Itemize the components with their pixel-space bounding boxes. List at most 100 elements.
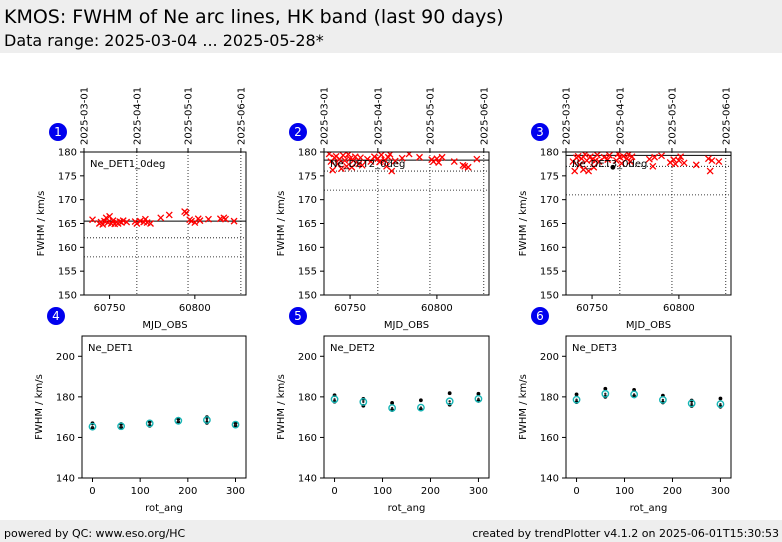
data-point bbox=[334, 160, 342, 168]
data-point bbox=[99, 220, 107, 228]
data-point-outlier bbox=[390, 401, 395, 405]
plot-frame bbox=[565, 335, 732, 479]
y-tick-label: 160 bbox=[298, 433, 317, 444]
data-point bbox=[416, 153, 423, 161]
data-point bbox=[341, 157, 349, 165]
x-tick-label: 100 bbox=[373, 486, 392, 497]
series-label: Ne_DET2 bbox=[330, 343, 375, 354]
y-tick-label: 180 bbox=[298, 392, 317, 403]
y-tick-label: 155 bbox=[540, 267, 559, 278]
data-point bbox=[89, 216, 96, 224]
x-tick-label: 60800 bbox=[421, 303, 453, 314]
panel-number-circle bbox=[531, 307, 549, 325]
data-point bbox=[433, 155, 441, 163]
x-tick-label: 60750 bbox=[94, 303, 126, 314]
y-axis-label: FWHM / km/s bbox=[518, 374, 529, 440]
data-points bbox=[88, 415, 240, 431]
y-tick-label: 180 bbox=[56, 392, 75, 403]
data-point bbox=[706, 167, 714, 175]
panel-number-badge[interactable]: 3 bbox=[531, 123, 549, 141]
data-point bbox=[133, 220, 141, 227]
page-header: KMOS: FWHM of Ne arc lines, HK band (las… bbox=[0, 0, 782, 53]
x-tick-label: 60750 bbox=[576, 303, 608, 314]
data-point bbox=[715, 158, 723, 165]
y-tick-label: 200 bbox=[298, 352, 317, 363]
data-point bbox=[205, 215, 212, 223]
data-point-center bbox=[448, 400, 451, 403]
page-subtitle: Data range: 2025-03-04 ... 2025-05-28* bbox=[4, 31, 324, 50]
panel-number-circle bbox=[49, 123, 67, 141]
plot-frame bbox=[323, 335, 490, 479]
data-point bbox=[370, 153, 378, 161]
chart-panel-2: 150 155 160 165 170 175 180 60750 60800 2025-03-0… bbox=[276, 87, 490, 331]
data-point-center bbox=[477, 397, 480, 401]
panel-number-label: 4 bbox=[52, 309, 60, 323]
top-date-label: 2025-03-01 bbox=[320, 87, 331, 145]
data-point bbox=[376, 158, 384, 166]
y-tick-label: 180 bbox=[540, 148, 559, 159]
x-tick-label: 300 bbox=[711, 486, 730, 497]
data-point-center bbox=[575, 398, 578, 401]
data-point bbox=[658, 395, 667, 404]
footer-powered-by[interactable]: powered by QC: www.eso.org/HC bbox=[4, 527, 186, 540]
y-tick-label: 180 bbox=[540, 392, 559, 403]
reference-lines bbox=[324, 152, 489, 295]
y-tick-label: 175 bbox=[298, 171, 317, 182]
x-tick-label: 0 bbox=[89, 486, 95, 497]
x-tick-label: 100 bbox=[131, 486, 150, 497]
data-point bbox=[203, 416, 211, 424]
data-point-center bbox=[148, 422, 151, 425]
data-point bbox=[343, 162, 351, 170]
top-date-label: 2025-05-01 bbox=[667, 87, 678, 145]
y-tick-label: 155 bbox=[298, 267, 317, 278]
x-axis-label: MJD_OBS bbox=[384, 320, 429, 331]
footer-created-by: created by trendPlotter v4.1.2 on 2025-0… bbox=[472, 527, 779, 540]
y-tick-label: 200 bbox=[540, 352, 559, 363]
data-points bbox=[325, 152, 481, 175]
y-tick-label: 155 bbox=[58, 267, 77, 278]
data-point bbox=[438, 153, 446, 161]
panel-number-badge[interactable]: 6 bbox=[531, 307, 549, 325]
data-point bbox=[157, 214, 165, 222]
panel-number-label: 2 bbox=[294, 125, 302, 139]
data-point bbox=[435, 159, 443, 166]
x-axis-label: MJD_OBS bbox=[626, 320, 671, 331]
data-point-center bbox=[661, 398, 665, 402]
page-title: KMOS: FWHM of Ne arc lines, HK band (las… bbox=[4, 6, 504, 28]
data-point-center bbox=[419, 406, 423, 409]
data-point bbox=[473, 155, 481, 163]
x-tick-label: 300 bbox=[226, 486, 245, 497]
data-point bbox=[628, 153, 636, 161]
data-point bbox=[348, 163, 356, 171]
y-axis-label: FWHM / km/s bbox=[34, 374, 45, 440]
top-date-label: 2025-06-01 bbox=[236, 87, 247, 145]
data-point-center bbox=[333, 398, 336, 401]
panel-number-circle bbox=[531, 123, 549, 141]
data-point-center bbox=[177, 419, 180, 422]
y-tick-label: 150 bbox=[540, 291, 559, 302]
panel-number-badge[interactable]: 1 bbox=[49, 123, 67, 141]
x-tick-label: 100 bbox=[615, 486, 634, 497]
y-axis-label: FWHM / km/s bbox=[276, 191, 287, 257]
data-point-center bbox=[234, 423, 237, 426]
x-tick-label: 300 bbox=[469, 486, 488, 497]
x-tick-label: 60800 bbox=[179, 303, 211, 314]
data-point bbox=[649, 162, 657, 170]
y-tick-label: 160 bbox=[58, 243, 77, 254]
y-tick-label: 150 bbox=[298, 291, 317, 302]
panel-number-circle bbox=[47, 307, 65, 325]
panel-number-badge[interactable]: 5 bbox=[289, 307, 307, 325]
data-point bbox=[630, 390, 639, 399]
y-tick-label: 175 bbox=[540, 171, 559, 182]
y-tick-label: 180 bbox=[298, 148, 317, 159]
top-date-label: 2025-03-01 bbox=[562, 87, 573, 145]
data-point bbox=[388, 404, 397, 412]
plot-frame bbox=[81, 335, 247, 479]
chart-panel-5: 140 160 180 200 0 100 200 300 rot_ang FWHM / km/s… bbox=[276, 307, 490, 514]
data-point-extra bbox=[610, 164, 616, 170]
chart-panel-6: 140 160 180 200 0 100 200 300 rot_ang FWHM / km/s… bbox=[518, 307, 732, 514]
panel-number-badge[interactable]: 4 bbox=[47, 307, 65, 325]
data-points bbox=[89, 208, 238, 228]
top-date-label: 2025-03-01 bbox=[80, 87, 91, 145]
panel-number-badge[interactable]: 2 bbox=[289, 123, 307, 141]
